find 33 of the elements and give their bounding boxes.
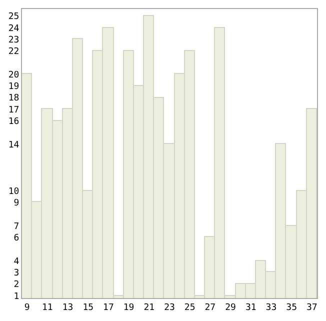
x-tick-label: 27 xyxy=(204,302,216,313)
y-tick-label: 9 xyxy=(14,198,20,209)
x-tick-label: 25 xyxy=(184,302,196,313)
y-tick-label: 25 xyxy=(8,12,20,22)
y-tick-label: 16 xyxy=(8,117,20,128)
x-tick-label: 19 xyxy=(123,302,134,313)
y-tick-label: 17 xyxy=(8,105,20,116)
x-tick-label: 9 xyxy=(24,302,30,313)
x-tick-label: 35 xyxy=(286,302,297,313)
y-tick-label: 22 xyxy=(8,47,20,58)
y-tick-label: 20 xyxy=(8,70,20,80)
x-tick-label: 15 xyxy=(82,302,94,313)
x-tick-label: 17 xyxy=(103,302,114,313)
x-tick-label: 21 xyxy=(144,302,155,313)
x-tick-label: 31 xyxy=(245,302,256,313)
x-tick-label: 33 xyxy=(266,302,277,313)
y-tick-label: 14 xyxy=(8,140,20,150)
y-tick-label: 6 xyxy=(14,234,20,244)
y-tick-label: 1 xyxy=(14,292,20,302)
x-tick-label: 13 xyxy=(62,302,74,313)
y-tick-label: 23 xyxy=(8,35,20,46)
x-tick-label: 37 xyxy=(306,302,318,313)
y-tick-label: 7 xyxy=(14,222,20,232)
y-tick-label: 2 xyxy=(14,280,20,290)
y-tick-label: 10 xyxy=(8,186,20,197)
x-tick-label: 23 xyxy=(164,302,175,313)
x-tick-label: 29 xyxy=(225,302,236,313)
y-tick-label: 3 xyxy=(14,268,20,279)
y-tick-label: 4 xyxy=(14,256,20,267)
y-tick-label: 24 xyxy=(8,24,20,34)
y-tick-label: 18 xyxy=(8,94,20,104)
y-tick-label: 19 xyxy=(8,82,20,92)
x-tick-label: 11 xyxy=(42,302,53,313)
